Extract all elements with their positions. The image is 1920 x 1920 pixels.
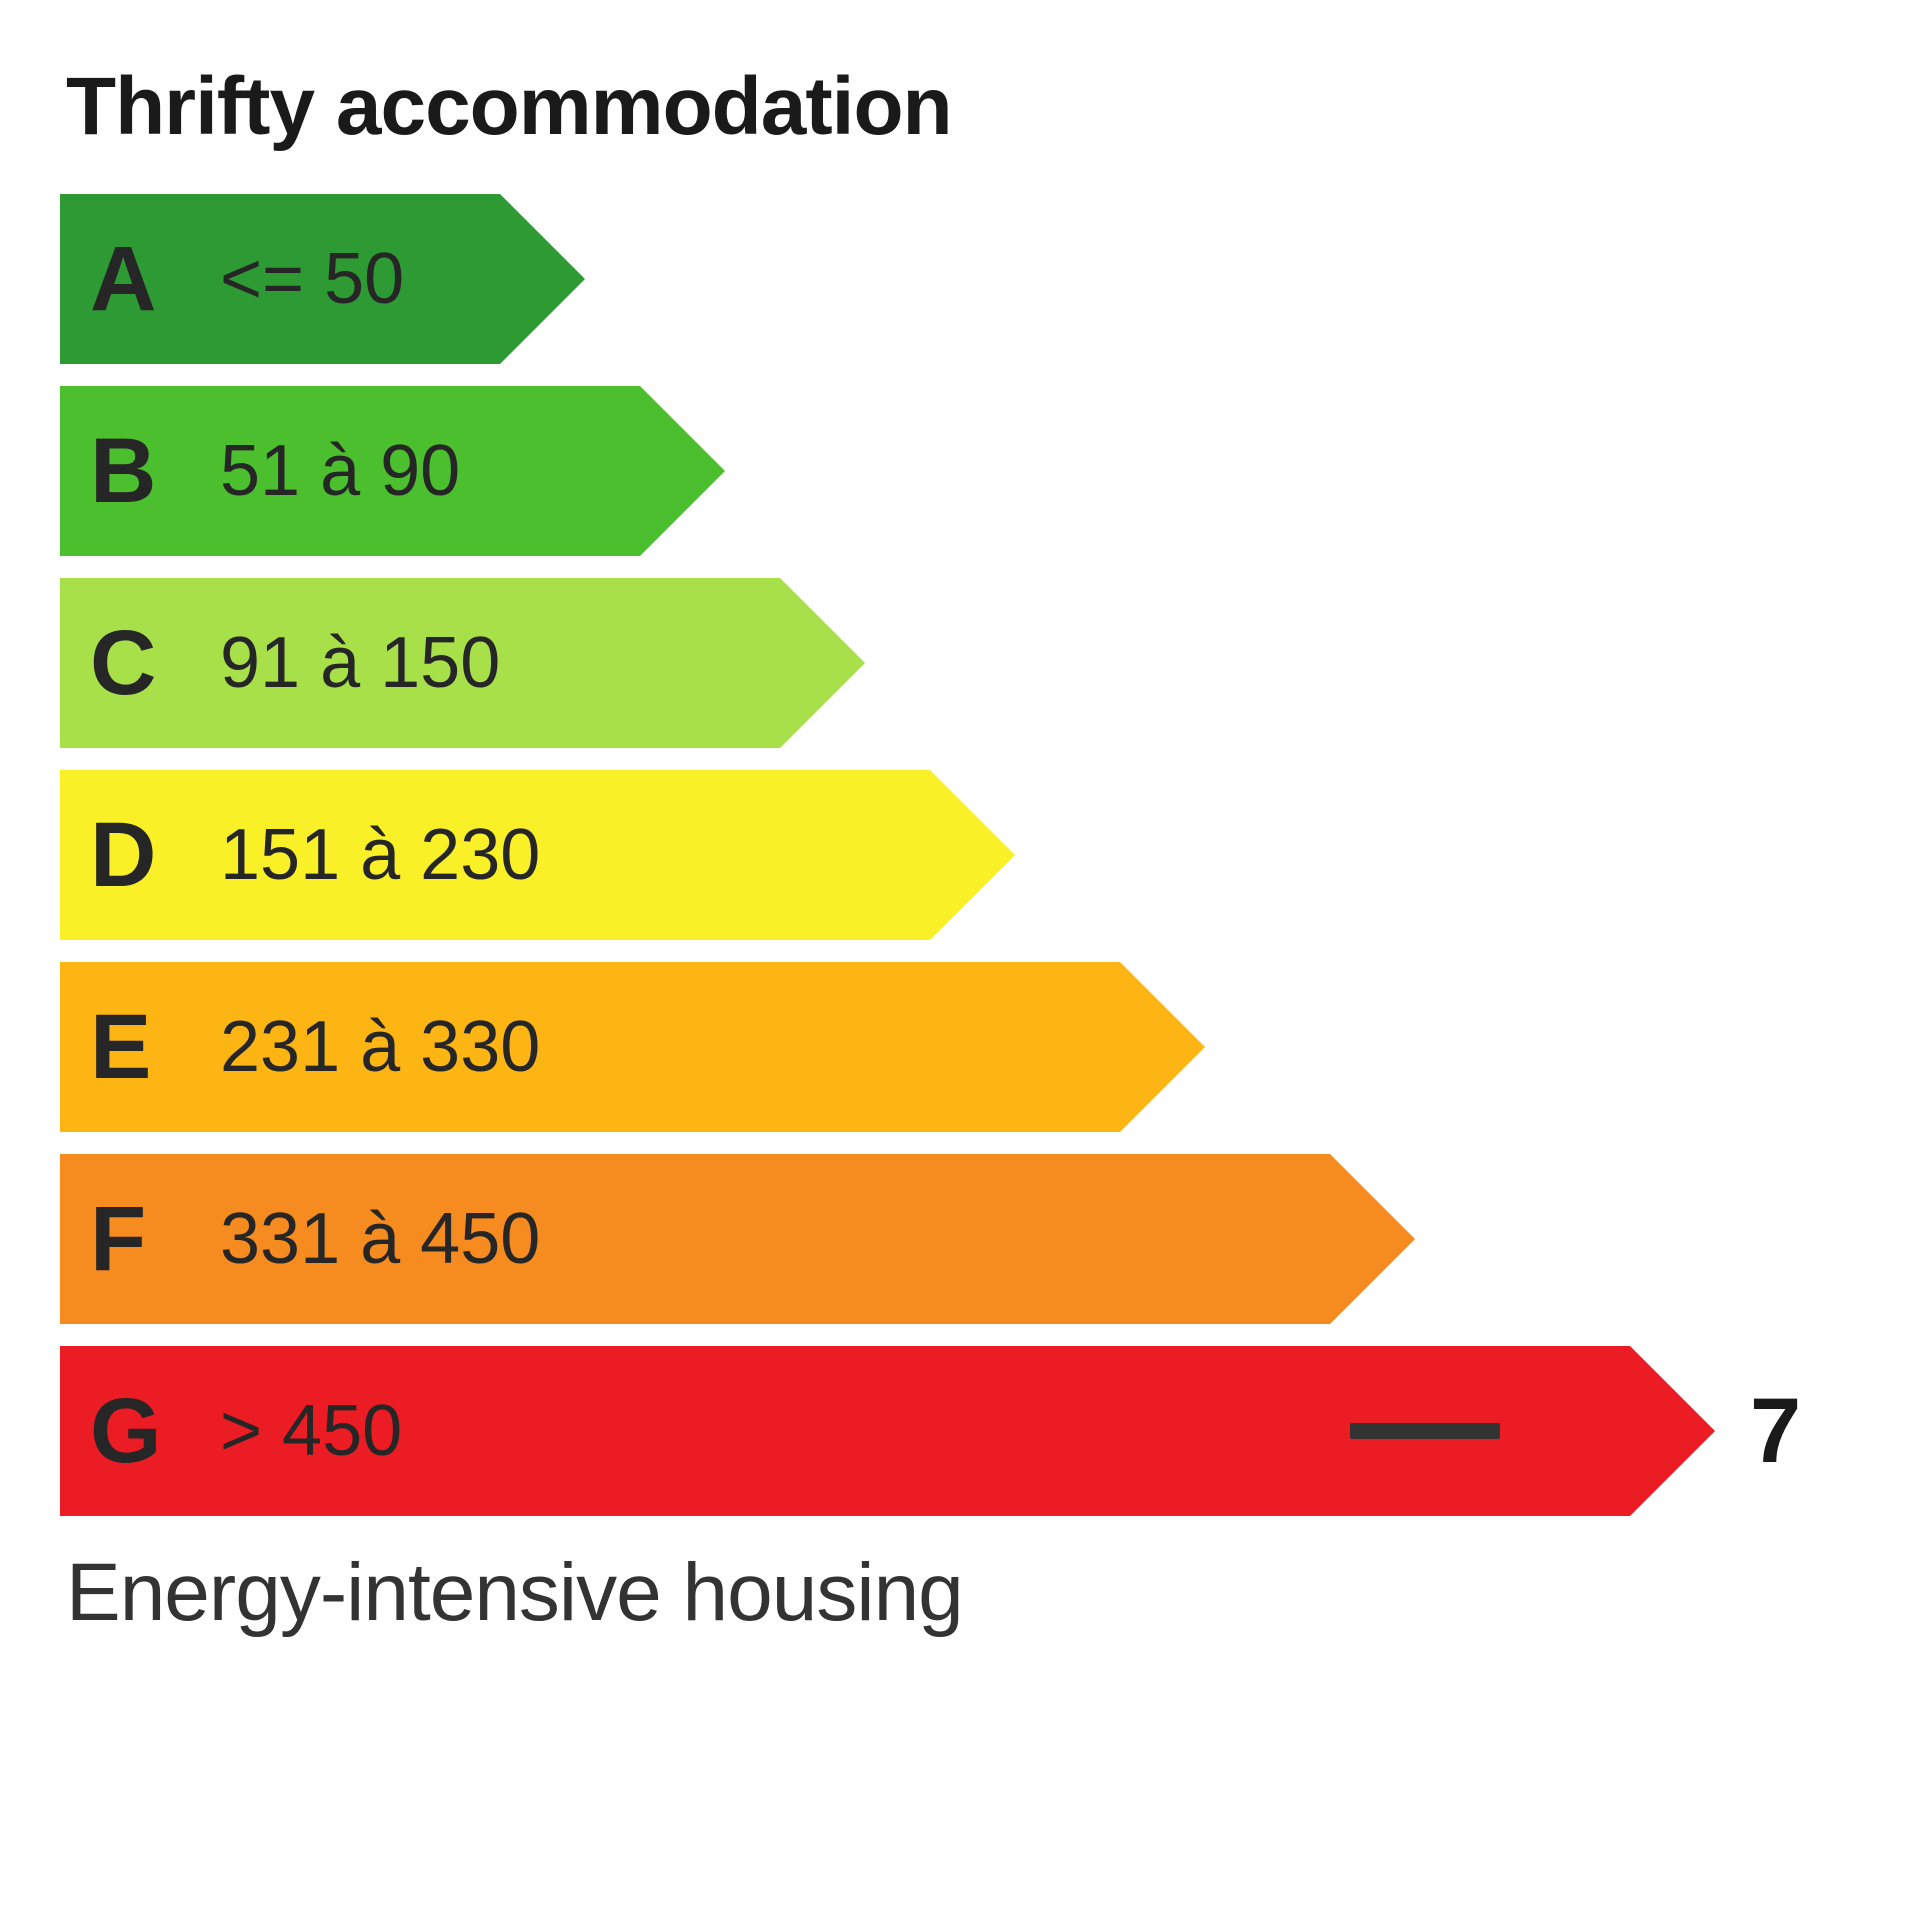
rating-row-d: D151 à 230	[60, 770, 1860, 940]
rating-value: 7	[1750, 1379, 1801, 1484]
rating-range: 151 à 230	[220, 814, 540, 896]
rating-row-g: G> 450 7	[60, 1346, 1860, 1516]
rating-bars: A<= 50 B51 à 90 C91 à 150 D151 à 230 E231 à …	[60, 194, 1860, 1516]
rating-range: > 450	[220, 1390, 402, 1472]
rating-bar-c: C91 à 150	[60, 578, 780, 748]
rating-range: 231 à 330	[220, 1006, 540, 1088]
rating-row-e: E231 à 330	[60, 962, 1860, 1132]
rating-letter: E	[90, 995, 210, 1100]
rating-row-b: B51 à 90	[60, 386, 1860, 556]
title-bottom: Energy-intensive housing	[66, 1546, 1860, 1640]
rating-letter: D	[90, 803, 210, 908]
rating-bar-f: F331 à 450	[60, 1154, 1330, 1324]
rating-range: 51 à 90	[220, 430, 460, 512]
rating-range: 331 à 450	[220, 1198, 540, 1280]
rating-tick-icon	[1350, 1423, 1500, 1439]
rating-range: <= 50	[220, 238, 404, 320]
rating-range: 91 à 150	[220, 622, 500, 704]
rating-bar-b: B51 à 90	[60, 386, 640, 556]
rating-letter: B	[90, 419, 210, 524]
title-top: Thrifty accommodation	[66, 60, 1860, 154]
rating-bar-e: E231 à 330	[60, 962, 1120, 1132]
rating-bar-g: G> 450	[60, 1346, 1630, 1516]
rating-row-c: C91 à 150	[60, 578, 1860, 748]
rating-letter: F	[90, 1187, 210, 1292]
energy-rating-diagram: Thrifty accommodation A<= 50 B51 à 90 C91 …	[0, 0, 1920, 1700]
rating-letter: C	[90, 611, 210, 716]
rating-letter: G	[90, 1379, 210, 1484]
rating-row-f: F331 à 450	[60, 1154, 1860, 1324]
rating-bar-a: A<= 50	[60, 194, 500, 364]
rating-bar-d: D151 à 230	[60, 770, 930, 940]
rating-row-a: A<= 50	[60, 194, 1860, 364]
rating-letter: A	[90, 227, 210, 332]
